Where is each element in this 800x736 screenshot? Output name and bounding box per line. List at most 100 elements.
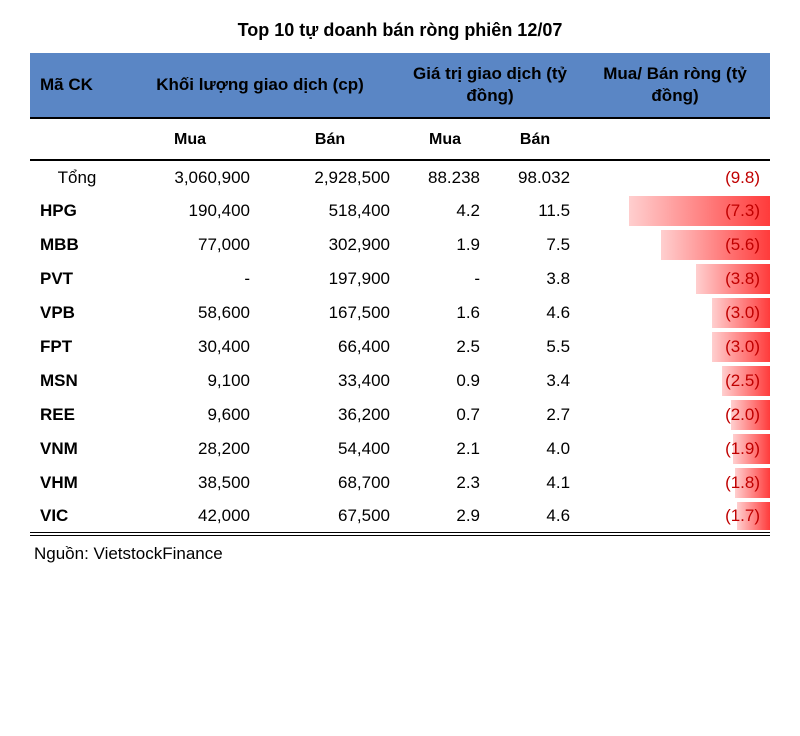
table-row: PVT-197,900-3.8(3.8)	[30, 262, 770, 296]
cell-code: MSN	[30, 364, 120, 398]
net-value: (1.7)	[725, 506, 760, 525]
cell-buy-val: 88.238	[400, 160, 490, 194]
table-row: VNM28,20054,4002.14.0 (1.9)	[30, 432, 770, 466]
cell-code: REE	[30, 398, 120, 432]
cell-net: (1.8)	[580, 466, 770, 500]
sub-buy-val: Mua	[400, 118, 490, 160]
cell-sell-vol: 54,400	[260, 432, 400, 466]
net-value: (2.0)	[725, 405, 760, 424]
cell-sell-val: 98.032	[490, 160, 580, 194]
cell-sell-vol: 302,900	[260, 228, 400, 262]
sub-blank	[30, 118, 120, 160]
table-row: FPT30,40066,4002.55.5 (3.0)	[30, 330, 770, 364]
cell-buy-vol: 58,600	[120, 296, 260, 330]
cell-buy-vol: 190,400	[120, 194, 260, 228]
cell-net: (1.9)	[580, 432, 770, 466]
cell-buy-val: 2.5	[400, 330, 490, 364]
col-code: Mã CK	[30, 53, 120, 118]
cell-net: (7.3)	[580, 194, 770, 228]
cell-sell-val: 7.5	[490, 228, 580, 262]
cell-code: VIC	[30, 500, 120, 534]
cell-sell-val: 4.6	[490, 296, 580, 330]
cell-buy-val: 0.7	[400, 398, 490, 432]
cell-sell-vol: 167,500	[260, 296, 400, 330]
cell-code: PVT	[30, 262, 120, 296]
cell-buy-vol: -	[120, 262, 260, 296]
cell-net: (2.0)	[580, 398, 770, 432]
table-row: MSN9,10033,4000.93.4(2.5)	[30, 364, 770, 398]
cell-code: VNM	[30, 432, 120, 466]
cell-sell-vol: 197,900	[260, 262, 400, 296]
table-row: VIC42,00067,5002.94.6 (1.7)	[30, 500, 770, 534]
cell-buy-vol: 9,100	[120, 364, 260, 398]
cell-sell-val: 4.0	[490, 432, 580, 466]
table-header-top: Mã CK Khối lượng giao dịch (cp) Giá trị …	[30, 53, 770, 118]
cell-buy-val: 2.3	[400, 466, 490, 500]
net-value: (3.0)	[725, 337, 760, 356]
net-value: (2.5)	[725, 371, 760, 390]
col-net: Mua/ Bán ròng (tỷ đồng)	[580, 53, 770, 118]
cell-code: MBB	[30, 228, 120, 262]
net-value: (7.3)	[725, 201, 760, 220]
sub-net-blank	[580, 118, 770, 160]
cell-buy-val: 2.1	[400, 432, 490, 466]
table-row: MBB77,000302,9001.97.5 (5.6)	[30, 228, 770, 262]
sub-buy-vol: Mua	[120, 118, 260, 160]
data-table: Mã CK Khối lượng giao dịch (cp) Giá trị …	[30, 53, 770, 536]
source-label: Nguồn: VietstockFinance	[30, 536, 770, 564]
sub-sell-vol: Bán	[260, 118, 400, 160]
cell-sell-val: 11.5	[490, 194, 580, 228]
cell-buy-vol: 28,200	[120, 432, 260, 466]
table-header-sub: Mua Bán Mua Bán	[30, 118, 770, 160]
cell-sell-val: 3.8	[490, 262, 580, 296]
cell-code: FPT	[30, 330, 120, 364]
cell-code: VHM	[30, 466, 120, 500]
table-row: VHM38,50068,7002.34.1(1.8)	[30, 466, 770, 500]
col-value: Giá trị giao dịch (tỷ đồng)	[400, 53, 580, 118]
cell-sell-vol: 2,928,500	[260, 160, 400, 194]
cell-sell-val: 2.7	[490, 398, 580, 432]
net-value: (3.8)	[725, 269, 760, 288]
table-row: REE9,60036,2000.72.7 (2.0)	[30, 398, 770, 432]
cell-sell-vol: 36,200	[260, 398, 400, 432]
cell-sell-vol: 66,400	[260, 330, 400, 364]
col-volume: Khối lượng giao dịch (cp)	[120, 53, 400, 118]
cell-net: (3.0)	[580, 296, 770, 330]
cell-sell-val: 4.1	[490, 466, 580, 500]
net-value: (1.9)	[725, 439, 760, 458]
cell-buy-vol: 3,060,900	[120, 160, 260, 194]
cell-buy-val: 1.6	[400, 296, 490, 330]
net-value: (1.8)	[725, 473, 760, 492]
cell-net: (3.0)	[580, 330, 770, 364]
table-body: Tổng3,060,9002,928,50088.23898.032 (9.8) H…	[30, 160, 770, 534]
cell-buy-vol: 38,500	[120, 466, 260, 500]
cell-net: (9.8)	[580, 160, 770, 194]
cell-buy-vol: 30,400	[120, 330, 260, 364]
cell-sell-val: 5.5	[490, 330, 580, 364]
cell-buy-val: 4.2	[400, 194, 490, 228]
net-value: (3.0)	[725, 303, 760, 322]
cell-code: Tổng	[30, 160, 120, 194]
table-row: VPB58,600167,5001.64.6 (3.0)	[30, 296, 770, 330]
page-title: Top 10 tự doanh bán ròng phiên 12/07	[30, 20, 770, 41]
total-row: Tổng3,060,9002,928,50088.23898.032 (9.8)	[30, 160, 770, 194]
cell-sell-vol: 518,400	[260, 194, 400, 228]
net-value: (9.8)	[725, 168, 760, 187]
cell-buy-vol: 77,000	[120, 228, 260, 262]
cell-code: HPG	[30, 194, 120, 228]
cell-buy-val: 2.9	[400, 500, 490, 534]
cell-buy-vol: 9,600	[120, 398, 260, 432]
cell-net: (3.8)	[580, 262, 770, 296]
cell-sell-val: 4.6	[490, 500, 580, 534]
cell-buy-val: 0.9	[400, 364, 490, 398]
net-value: (5.6)	[725, 235, 760, 254]
cell-buy-val: 1.9	[400, 228, 490, 262]
cell-sell-vol: 33,400	[260, 364, 400, 398]
cell-code: VPB	[30, 296, 120, 330]
cell-net: (1.7)	[580, 500, 770, 534]
cell-buy-val: -	[400, 262, 490, 296]
cell-sell-vol: 67,500	[260, 500, 400, 534]
cell-net: (5.6)	[580, 228, 770, 262]
table-row: HPG190,400518,4004.211.5 (7.3)	[30, 194, 770, 228]
cell-buy-vol: 42,000	[120, 500, 260, 534]
